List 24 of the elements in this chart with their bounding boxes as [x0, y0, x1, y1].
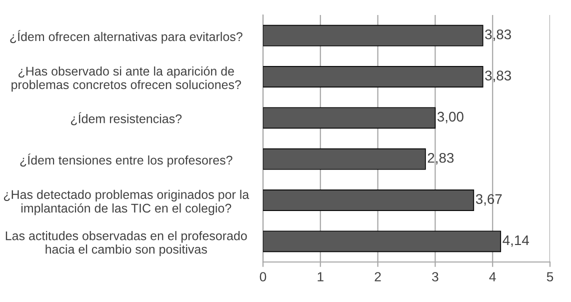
data-label: 3,67	[476, 194, 502, 206]
y-tick-label: ¿Ídem tensiones entre los profesores?	[20, 154, 232, 168]
y-tick-label: ¿Has observado si ante la aparición de problemas concretos ofrecen soluciones?	[12, 66, 242, 92]
data-label: 3,83	[485, 29, 511, 41]
data-label: 2,83	[428, 152, 454, 164]
x-tick-label: 0	[260, 272, 266, 282]
bar	[263, 190, 474, 211]
x-tick-label: 1	[318, 272, 324, 282]
y-tick-label: ¿Has detectado problemas originados por la implantación de las TIC en el colegio?	[4, 190, 250, 216]
x-tick-label: 4	[489, 272, 496, 282]
x-tick-label: 2	[374, 272, 381, 282]
data-label: 3,00	[437, 112, 464, 124]
y-tick-label: ¿Ídem resistencias?	[71, 112, 182, 126]
x-tick-label: 3	[432, 272, 438, 282]
x-tick-label: 5	[546, 272, 554, 282]
bar	[263, 230, 502, 252]
bar	[263, 107, 436, 129]
y-tick-label: Las actitudes observadas en el profesorado hacia el cambio son positivas	[6, 231, 247, 256]
bar	[263, 66, 484, 88]
data-label: 3,83	[485, 70, 511, 82]
data-label: 4,14	[502, 235, 529, 247]
bar	[263, 148, 426, 170]
bar	[263, 24, 484, 46]
y-tick-label: ¿Ídem ofrecen alternativas para evitarlos?	[10, 30, 242, 44]
